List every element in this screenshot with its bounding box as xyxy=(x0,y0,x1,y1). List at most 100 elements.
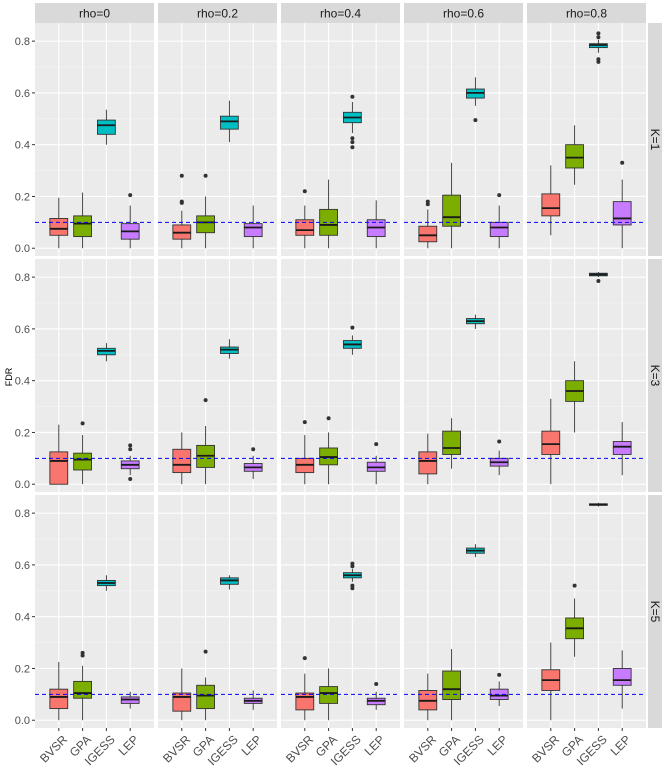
x-tick-label: BVSR xyxy=(37,732,70,765)
x-tick-label: LEP xyxy=(239,732,265,758)
outlier-point xyxy=(596,31,601,36)
outlier-point xyxy=(326,416,331,421)
outlier-point xyxy=(374,681,379,686)
row-strip-label: K=3 xyxy=(648,365,662,387)
column-strip-label: rho=0.4 xyxy=(320,7,361,21)
y-tick-label: 0.0 xyxy=(15,243,30,255)
y-tick-label: 0.2 xyxy=(15,427,30,439)
panel-K=5-rho=0.2 xyxy=(158,575,277,721)
outlier-point xyxy=(350,583,355,588)
box-bvsr xyxy=(49,688,69,710)
box-bvsr xyxy=(418,451,438,475)
outlier-point xyxy=(251,447,256,452)
box-gpa xyxy=(442,194,461,227)
outlier-point xyxy=(128,193,133,198)
panel-K=1-rho=0.2 xyxy=(158,100,277,249)
panel-background xyxy=(281,259,400,492)
y-tick-label: 0.8 xyxy=(15,36,30,48)
outlier-point xyxy=(203,398,208,403)
outlier-point xyxy=(302,420,307,425)
outlier-point xyxy=(572,583,577,588)
outlier-point xyxy=(350,561,355,566)
outlier-point xyxy=(302,189,307,194)
y-tick-label: 0.0 xyxy=(15,479,30,491)
outlier-point xyxy=(302,656,307,661)
box-bvsr xyxy=(418,225,438,243)
y-tick-label: 0.4 xyxy=(15,376,30,388)
panel-K=3-rho=0.2 xyxy=(158,339,277,485)
panel-K=1-rho=0.6 xyxy=(404,77,523,249)
box-gpa xyxy=(442,430,461,455)
outlier-point xyxy=(497,193,502,198)
box-bvsr xyxy=(172,692,192,712)
column-strip xyxy=(404,3,523,23)
outlier-point xyxy=(350,136,355,141)
y-tick-label: 0.6 xyxy=(15,560,30,572)
panel-K=1-rho=0 xyxy=(35,109,154,249)
row-strip-label: K=5 xyxy=(648,601,662,623)
panel-K=1-rho=0.4 xyxy=(281,94,400,249)
column-strip xyxy=(35,3,154,23)
outlier-point xyxy=(497,672,502,677)
outlier-point xyxy=(203,173,208,178)
box-gpa xyxy=(565,144,584,169)
row-strip xyxy=(648,259,662,492)
box-lep xyxy=(612,441,632,455)
panel-background xyxy=(281,495,400,728)
y-axis-title: FDR xyxy=(4,367,14,386)
box-gpa xyxy=(196,684,215,710)
outlier-point xyxy=(425,199,430,204)
outlier-point xyxy=(596,279,601,284)
panel-K=3-rho=0.6 xyxy=(404,314,523,485)
box-gpa xyxy=(73,680,92,699)
y-tick-label: 0.6 xyxy=(15,324,30,336)
panel-background xyxy=(527,495,646,728)
y-tick-label: 0.6 xyxy=(15,88,30,100)
box-gpa xyxy=(319,208,338,236)
y-tick-label: 0.8 xyxy=(15,508,30,520)
outlier-point xyxy=(620,160,625,165)
column-strip xyxy=(527,3,646,23)
box-bvsr xyxy=(172,448,192,474)
outlier-point xyxy=(350,325,355,330)
outlier-point xyxy=(179,199,184,204)
panel-background xyxy=(158,495,277,728)
row-strip xyxy=(648,495,662,728)
y-tick-label: 0.4 xyxy=(15,612,30,624)
outlier-point xyxy=(596,35,601,40)
panel-background xyxy=(404,23,523,256)
outlier-point xyxy=(80,650,85,655)
outlier-point xyxy=(128,477,133,482)
outlier-point xyxy=(350,145,355,150)
panel-K=3-rho=0.8 xyxy=(527,271,646,485)
y-tick-label: 0.2 xyxy=(15,191,30,203)
outlier-point xyxy=(350,140,355,145)
box-gpa xyxy=(73,452,92,471)
x-tick-label: LEP xyxy=(362,732,388,758)
column-strip xyxy=(158,3,277,23)
column-strip-label: rho=0.8 xyxy=(566,7,607,21)
row-strip xyxy=(648,23,662,256)
x-tick-label: LEP xyxy=(116,732,142,758)
y-tick-label: 0.8 xyxy=(15,272,30,284)
box-igess xyxy=(220,115,239,130)
panel-background xyxy=(35,23,154,256)
panel-K=3-rho=0 xyxy=(35,343,154,485)
panel-K=3-rho=0.4 xyxy=(281,325,400,485)
panel-K=5-rho=0.4 xyxy=(281,561,400,721)
y-tick-label: 0.0 xyxy=(15,715,30,727)
outlier-point xyxy=(128,443,133,448)
box-lep xyxy=(489,221,509,238)
row-strip-label: K=1 xyxy=(648,129,662,151)
panel-K=1-rho=0.8 xyxy=(527,31,646,249)
column-strip-label: rho=0 xyxy=(79,7,110,21)
box-bvsr xyxy=(295,692,315,711)
panel-background xyxy=(158,23,277,256)
outlier-point xyxy=(374,442,379,447)
box-gpa xyxy=(73,215,92,238)
box-lep xyxy=(612,201,632,226)
y-tick-label: 0.2 xyxy=(15,663,30,675)
outlier-point xyxy=(128,447,133,452)
x-tick-label: BVSR xyxy=(283,732,316,765)
